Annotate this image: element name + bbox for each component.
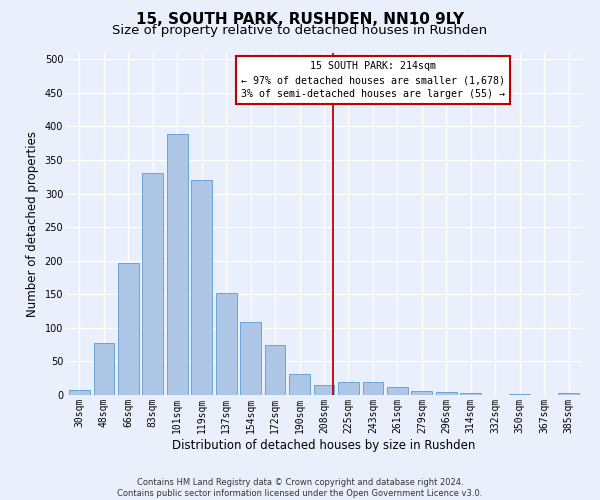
Bar — [69, 390, 90, 395]
Bar — [191, 180, 212, 395]
Bar — [412, 391, 432, 395]
Bar — [216, 293, 236, 395]
Bar — [314, 385, 334, 395]
Text: Contains HM Land Registry data © Crown copyright and database right 2024.
Contai: Contains HM Land Registry data © Crown c… — [118, 478, 482, 498]
Bar — [94, 342, 114, 395]
Bar — [509, 394, 530, 395]
Bar — [289, 374, 310, 395]
Bar — [436, 392, 457, 395]
Bar — [460, 393, 481, 395]
Bar — [362, 382, 383, 395]
Bar — [142, 174, 163, 395]
Bar — [118, 262, 139, 395]
Bar — [558, 393, 579, 395]
Text: 15 SOUTH PARK: 214sqm
← 97% of detached houses are smaller (1,678)
3% of semi-de: 15 SOUTH PARK: 214sqm ← 97% of detached … — [241, 61, 505, 99]
Bar — [387, 387, 408, 395]
Bar — [167, 134, 188, 395]
Bar — [240, 322, 261, 395]
Text: Size of property relative to detached houses in Rushden: Size of property relative to detached ho… — [112, 24, 488, 37]
Bar — [338, 382, 359, 395]
Bar — [265, 346, 286, 395]
X-axis label: Distribution of detached houses by size in Rushden: Distribution of detached houses by size … — [172, 438, 476, 452]
Text: 15, SOUTH PARK, RUSHDEN, NN10 9LY: 15, SOUTH PARK, RUSHDEN, NN10 9LY — [136, 12, 464, 28]
Y-axis label: Number of detached properties: Number of detached properties — [26, 130, 39, 317]
